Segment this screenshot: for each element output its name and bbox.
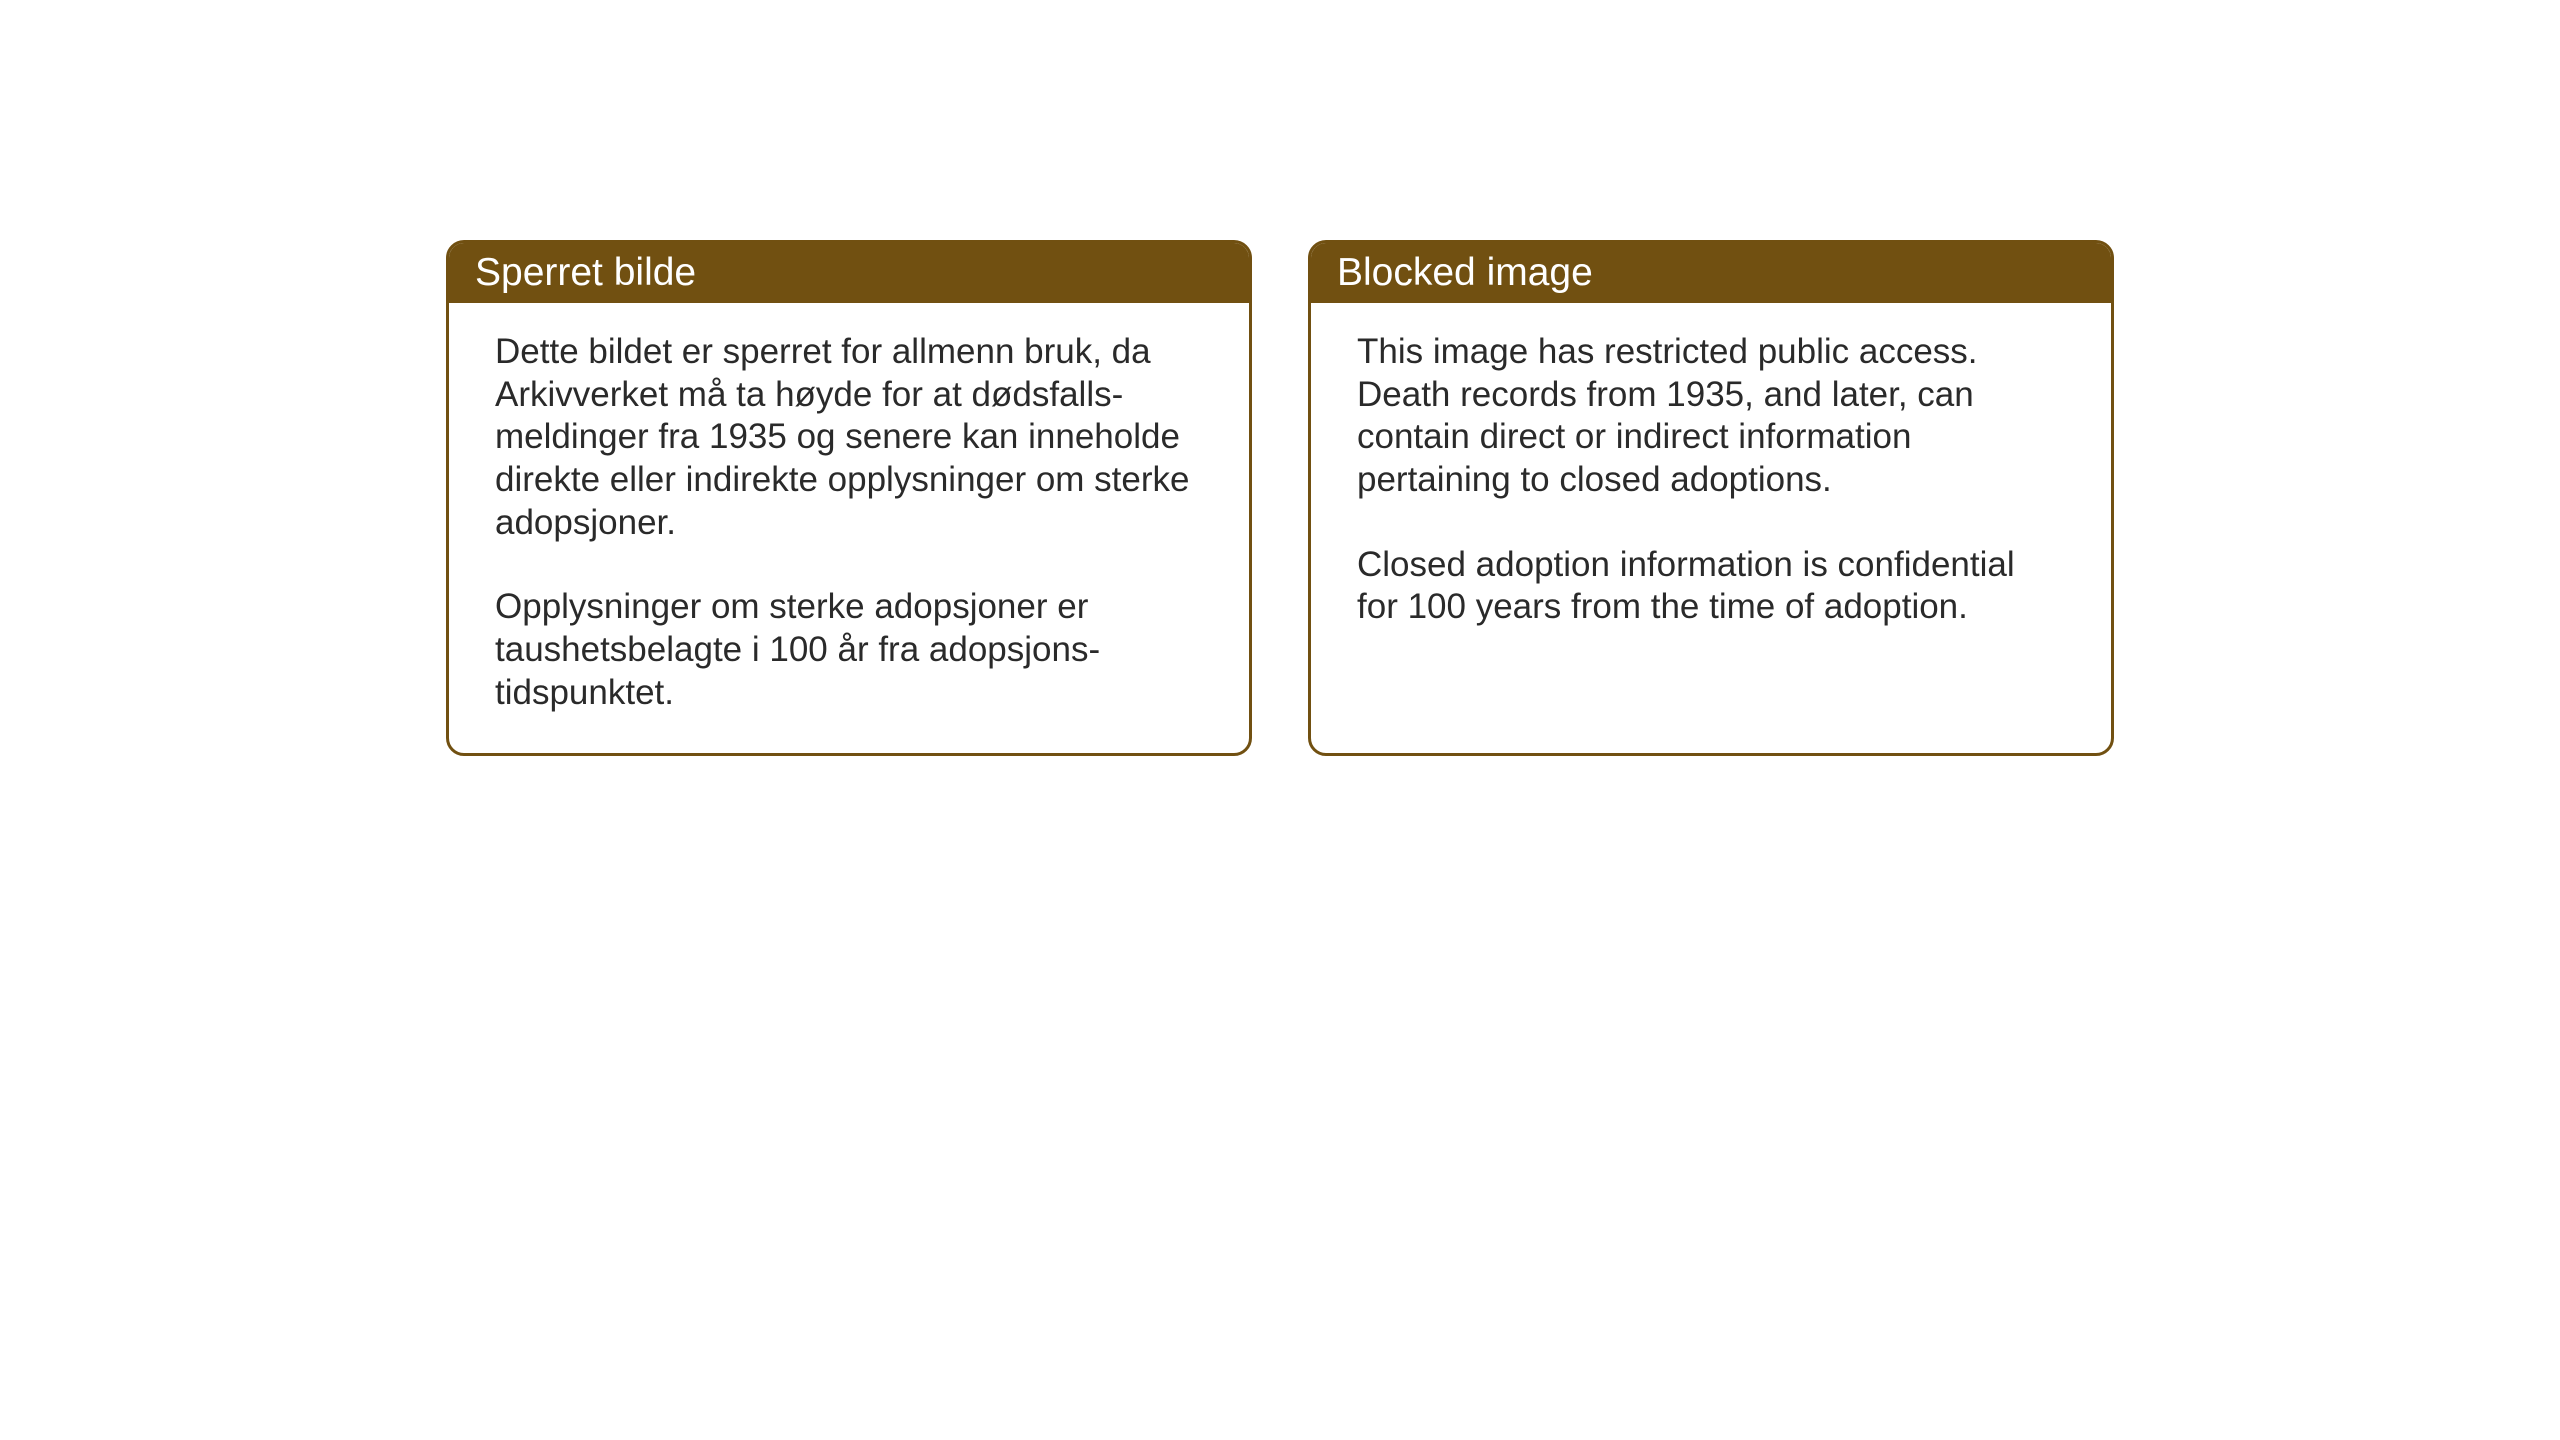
notice-card-english: Blocked image This image has restricted …	[1308, 240, 2114, 756]
card-paragraph1-english: This image has restricted public access.…	[1357, 331, 2065, 502]
card-paragraph2-norwegian: Opplysninger om sterke adopsjoner er tau…	[495, 586, 1203, 714]
notice-cards-container: Sperret bilde Dette bildet er sperret fo…	[446, 240, 2114, 756]
card-body-english: This image has restricted public access.…	[1311, 303, 2111, 667]
card-title-norwegian: Sperret bilde	[475, 251, 696, 294]
card-header-norwegian: Sperret bilde	[449, 243, 1249, 303]
card-header-english: Blocked image	[1311, 243, 2111, 303]
notice-card-norwegian: Sperret bilde Dette bildet er sperret fo…	[446, 240, 1252, 756]
card-title-english: Blocked image	[1337, 251, 1593, 294]
card-body-norwegian: Dette bildet er sperret for allmenn bruk…	[449, 303, 1249, 753]
card-paragraph2-english: Closed adoption information is confident…	[1357, 544, 2065, 629]
card-paragraph1-norwegian: Dette bildet er sperret for allmenn bruk…	[495, 331, 1203, 544]
